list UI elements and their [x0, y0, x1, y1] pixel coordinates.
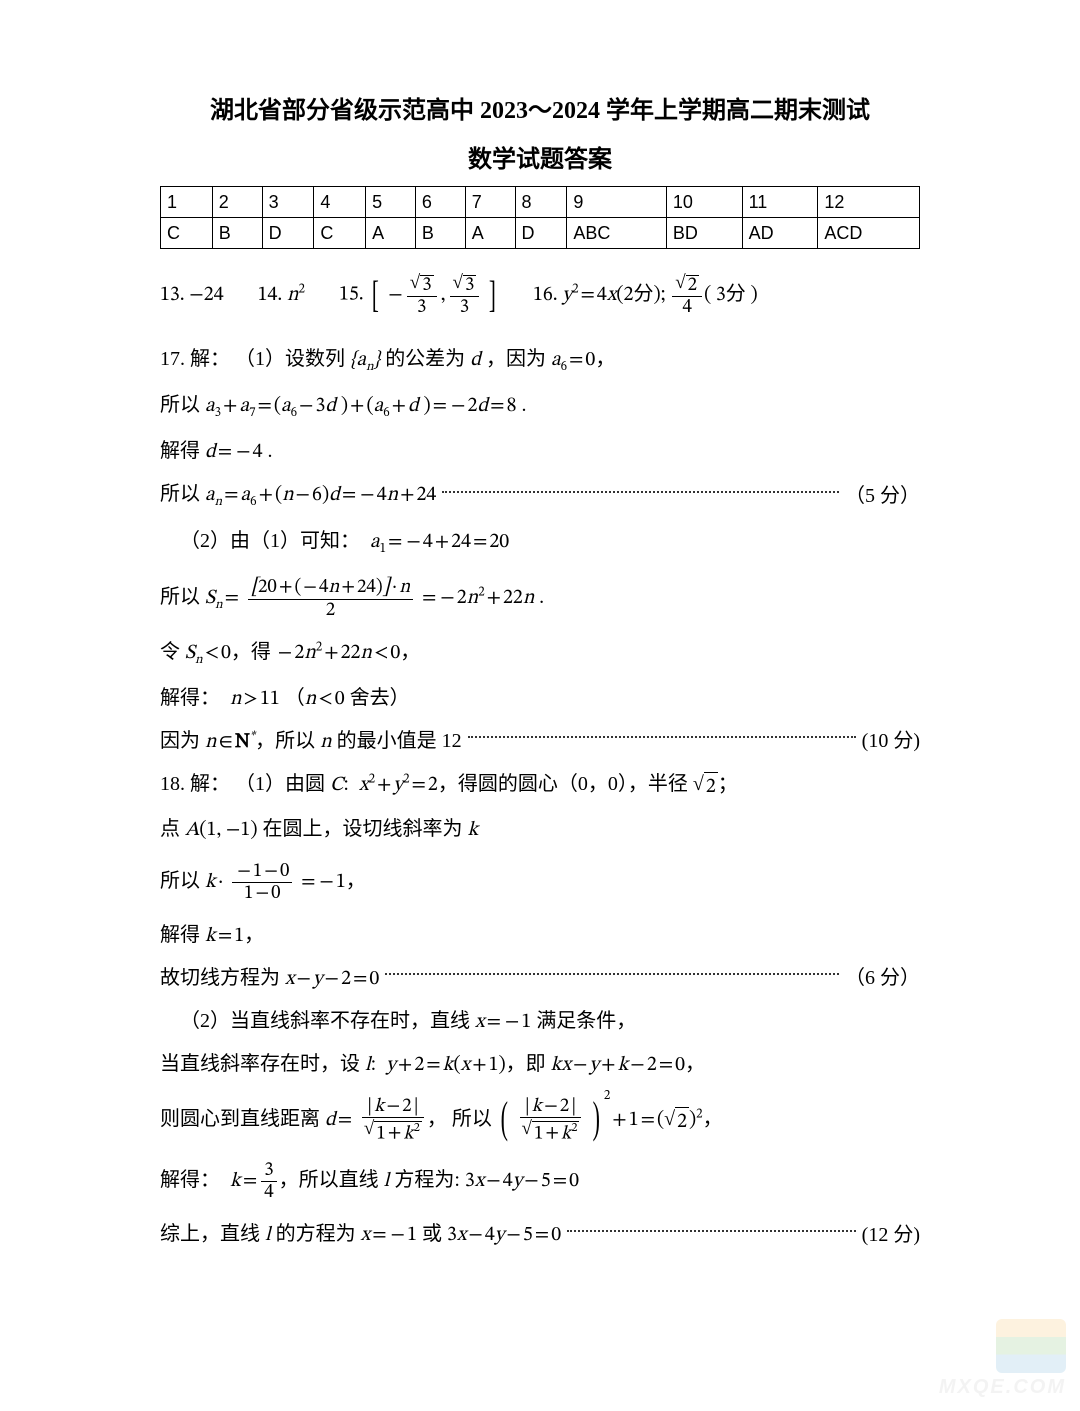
cell: C: [314, 218, 366, 249]
score: (12 分): [862, 1221, 920, 1249]
q17-head: 17. 解： （1）设数列 {an} 的公差为 d ，因为 a6=0，: [160, 345, 920, 377]
q17-line3: 解得 d=−4 .: [160, 437, 920, 466]
fill-blank-row: 13. −24 14. n2 15. [ −√33,√33 ] 16. y2=4…: [160, 273, 920, 317]
cell: 7: [465, 187, 515, 218]
cell: ACD: [818, 218, 920, 249]
cell: 1: [161, 187, 213, 218]
q18-line2: 点 A(1, −1) 在圆上，设切线斜率为 k: [160, 815, 920, 844]
cell: C: [161, 218, 213, 249]
cell: D: [515, 218, 567, 249]
q18-line5: 故切线方程为 x−y−2=0 （6 分）: [160, 964, 920, 993]
q15: 15. [ −√33,√33 ]: [339, 273, 499, 317]
q18-line4: 解得 k=1，: [160, 921, 920, 950]
page-root: 湖北省部分省级示范高中 2023～2024 学年上学期高二期末测试 数学试题答案…: [0, 0, 1080, 1293]
dotted-leader: [468, 736, 856, 738]
cell: B: [212, 218, 262, 249]
q17-line4: 所以 an=a6+(n−6)d=−4n+24 （5 分）: [160, 480, 920, 512]
q18-head: 18. 解： （1）由圆 C: x2+y2=2，得圆的圆心（0，0），半径 √2…: [160, 770, 920, 801]
score: （5 分）: [845, 482, 920, 510]
cell: 11: [742, 187, 818, 218]
q18-part2-final: 综上，直线 l 的方程为 x=−1 或 3x−4y−5=0 (12 分): [160, 1220, 920, 1249]
cell: 2: [212, 187, 262, 218]
score: (10 分): [862, 727, 920, 755]
q18-line3: 所以 k· −1−0 1−0 =−1，: [160, 862, 920, 903]
q18-part2-head: （2）当直线斜率不存在时，直线 x=−1 满足条件，: [180, 1007, 920, 1036]
dotted-leader: [567, 1230, 856, 1232]
dotted-leader: [385, 973, 839, 975]
cell: 5: [366, 187, 416, 218]
q17-part2-sol: 解得： n>11 （n<0 舍去）: [160, 684, 920, 713]
table-row: C B D C A B A D ABC BD AD ACD: [161, 218, 920, 249]
cell: 8: [515, 187, 567, 218]
cell: B: [415, 218, 465, 249]
cell: A: [465, 218, 515, 249]
multiple-choice-table: 1 2 3 4 5 6 7 8 9 10 11 12 C B D C A B A…: [160, 186, 920, 249]
q16: 16. y2=4x(2分); √24( 3分 ): [533, 273, 758, 317]
cell: 9: [567, 187, 667, 218]
table-row: 1 2 3 4 5 6 7 8 9 10 11 12: [161, 187, 920, 218]
q18-part2-line4: 解得： k=34，所以直线 l 方程为: 3x−4y−5=0: [160, 1161, 920, 1202]
dotted-leader: [442, 491, 839, 493]
cell: 10: [666, 187, 742, 218]
q17-line2: 所以 a3+a7=(a6−3d )+(a6+d )=−2d=8 .: [160, 391, 920, 423]
q17-part2-final: 因为 n∈N*，所以 n 的最小值是 12 (10 分): [160, 727, 920, 756]
q13: 13. −24: [160, 283, 224, 308]
cell: 4: [314, 187, 366, 218]
cell: BD: [666, 218, 742, 249]
exam-title: 湖北省部分省级示范高中 2023～2024 学年上学期高二期末测试: [160, 90, 920, 125]
watermark-text: MXQE.COM: [939, 1377, 1066, 1397]
cell: D: [262, 218, 314, 249]
q18-part2-line3: 则圆心到直线距离 d= |k−2| √1+k2 ， 所以 ( |k−2| √1+…: [160, 1097, 920, 1143]
score: （6 分）: [845, 964, 920, 992]
watermark: MXQE.COM: [939, 1319, 1066, 1397]
q17-part2-ineq: 令 Sn<0，得 −2n2+22n<0，: [160, 638, 920, 670]
q17-part2-head: （2）由（1）可知： a1=−4+24=20: [180, 527, 920, 559]
cell: 3: [262, 187, 314, 218]
cell: AD: [742, 218, 818, 249]
exam-subtitle: 数学试题答案: [160, 139, 920, 174]
cell: ABC: [567, 218, 667, 249]
q18-part2-line2: 当直线斜率存在时，设 l: y+2=k(x+1)，即 kx−y+k−2=0，: [160, 1050, 920, 1079]
cell: A: [366, 218, 416, 249]
cell: 12: [818, 187, 920, 218]
q14: 14. n2: [258, 282, 305, 308]
q17-part2-sn: 所以 Sn= [20+(−4n+24)]·n 2 =−2n2+22n .: [160, 577, 920, 620]
watermark-logo-icon: [996, 1319, 1066, 1373]
cell: 6: [415, 187, 465, 218]
